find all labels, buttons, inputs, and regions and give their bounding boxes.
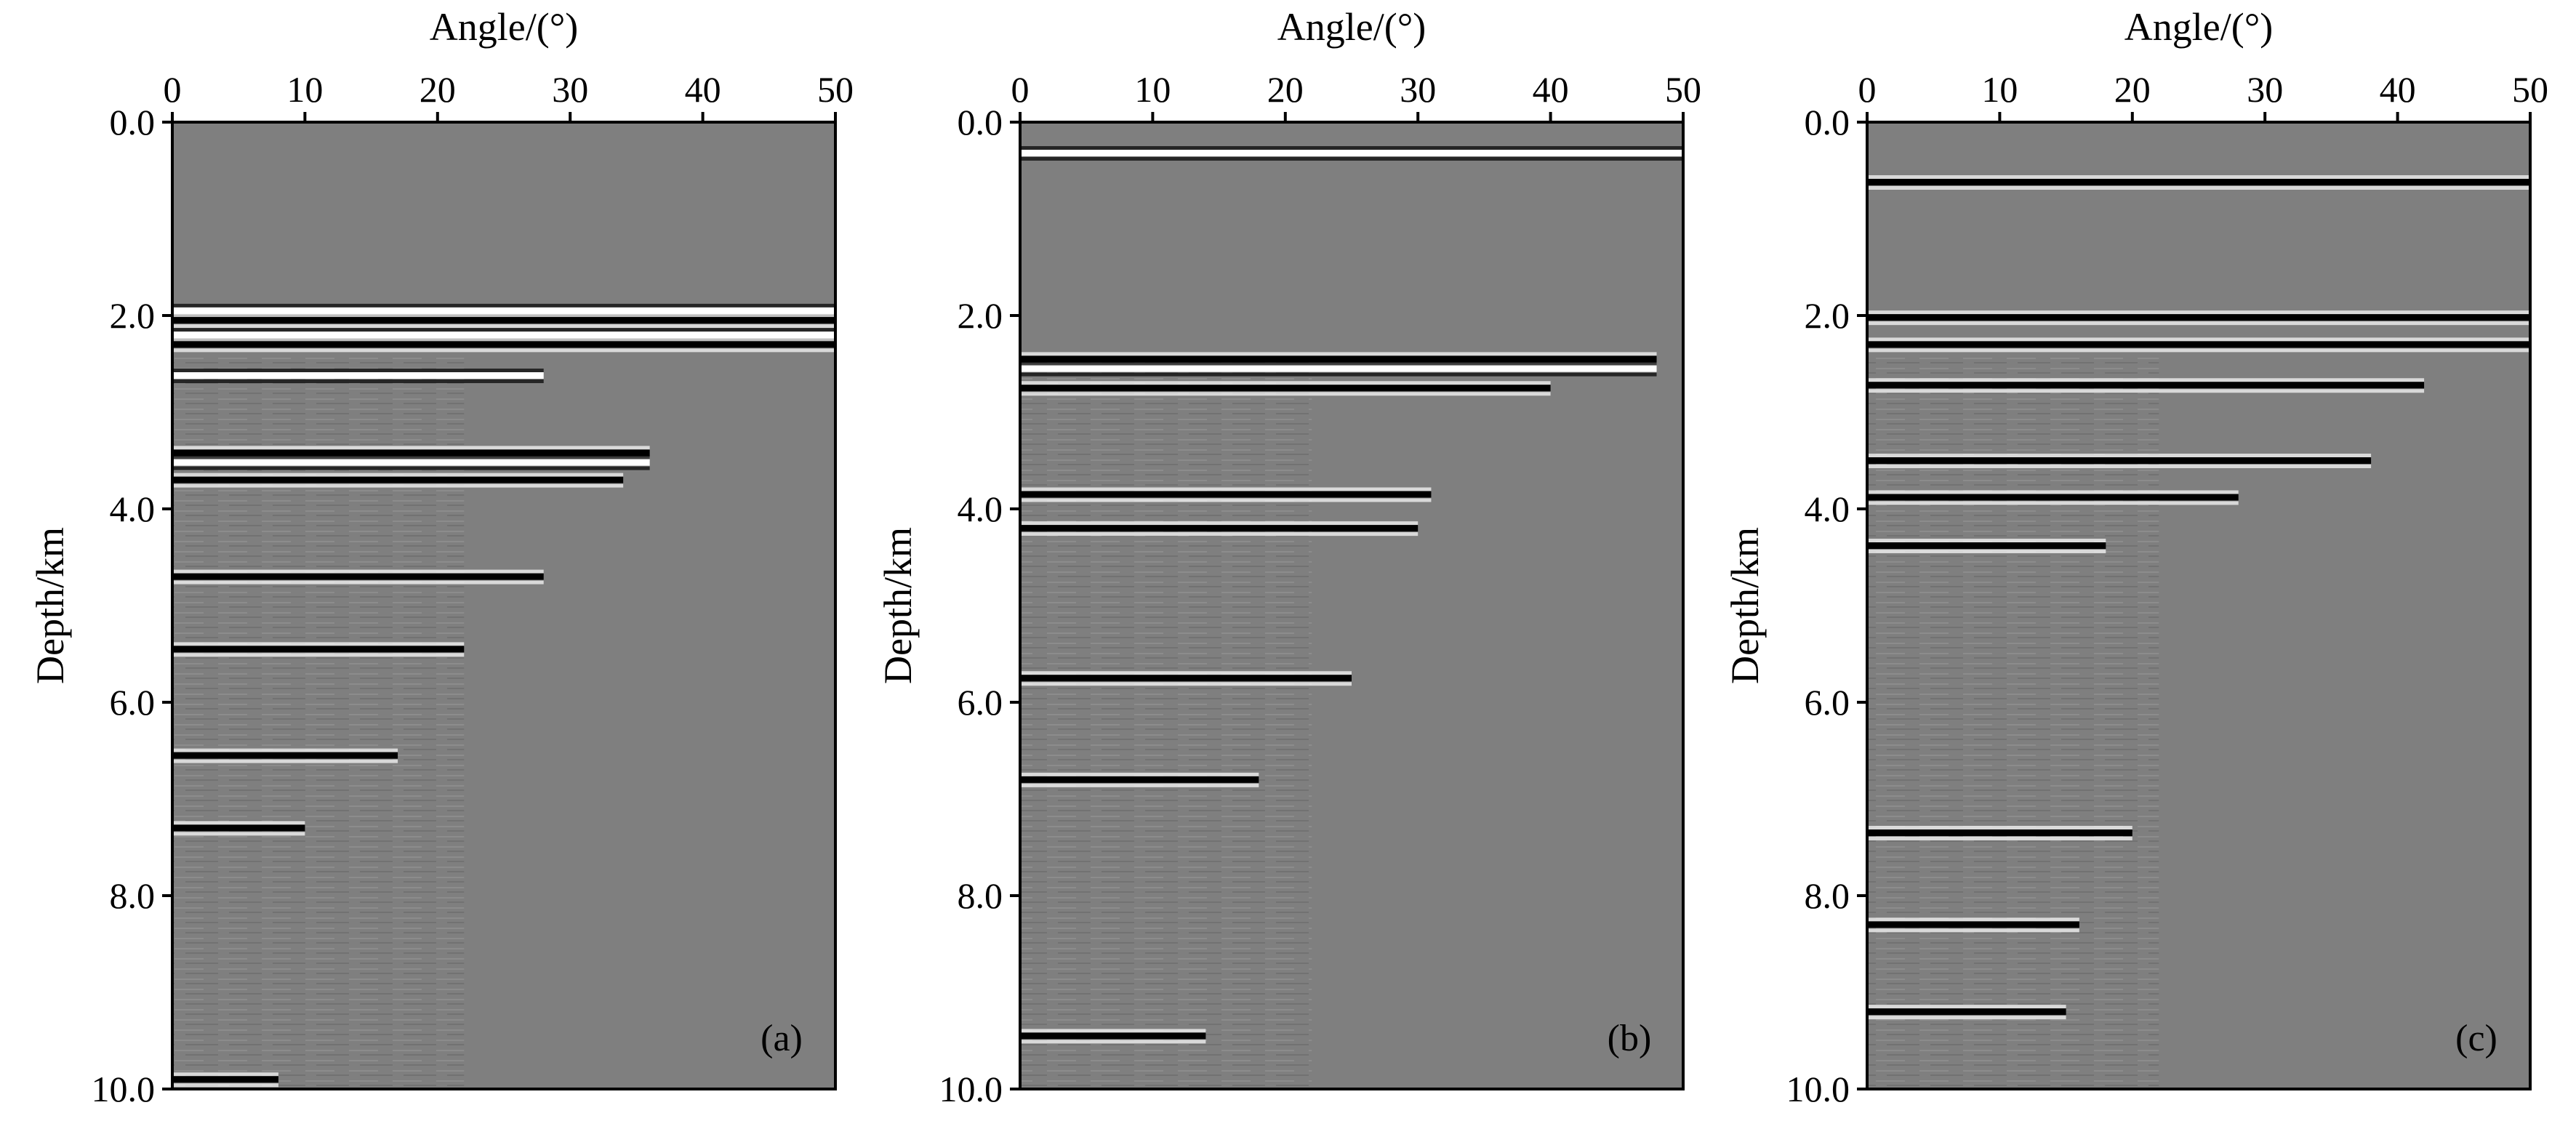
reflector: [1020, 1029, 1206, 1044]
y-tick-label: 4.0: [958, 489, 1003, 529]
reflector: [1020, 381, 1551, 396]
y-tick-label: 0.0: [958, 102, 1003, 142]
x-tick-label: 40: [2380, 69, 2416, 110]
reflector: [172, 368, 544, 383]
y-axis-title: Depth/km: [1723, 527, 1767, 684]
reflector: [1020, 487, 1432, 502]
plot-frame: [171, 121, 837, 1090]
panel-b: 0 10 20 30 40 50 0.0 2.0 4.0 6.0 8.0 10.0 Angle/(°) D…: [876, 5, 1701, 1109]
reflector: [1020, 521, 1419, 537]
reflector: [172, 473, 624, 488]
reflector: [1867, 454, 2372, 468]
plot-frame: [1866, 121, 2532, 1090]
reflector: [1867, 490, 2239, 505]
y-tick-label: 2.0: [110, 295, 156, 336]
plot-frame: [1019, 121, 1685, 1090]
reflector: [1020, 671, 1352, 686]
y-tick-label: 8.0: [958, 875, 1003, 916]
reflector: [172, 642, 465, 657]
x-tick-label: 0: [164, 69, 182, 110]
x-axis-title: Angle/(°): [2124, 5, 2274, 49]
reflector: [1867, 917, 2079, 933]
reflector: [1867, 1005, 2066, 1020]
y-tick-label: 0.0: [110, 102, 156, 142]
y-tick-label: 6.0: [110, 682, 156, 723]
x-tick-label: 50: [2512, 69, 2548, 110]
panel-label: (a): [761, 1018, 803, 1059]
reflector: [1867, 826, 2132, 841]
reflector: [172, 821, 305, 836]
x-tick-label: 20: [2114, 69, 2151, 110]
y-tick-label: 8.0: [1805, 875, 1850, 916]
x-tick-label: 30: [1400, 69, 1436, 110]
y-tick-label: 6.0: [958, 682, 1003, 723]
reflector: [172, 1072, 278, 1088]
y-tick-label: 0.0: [1805, 102, 1850, 142]
reflector: [172, 313, 835, 329]
x-tick-label: 20: [1267, 69, 1304, 110]
x-tick-label: 0: [1858, 69, 1877, 110]
y-axis-title: Depth/km: [28, 527, 72, 684]
reflector: [1867, 174, 2530, 190]
reflector: [1020, 772, 1259, 787]
reflector: [1867, 378, 2425, 393]
x-axis-title: Angle/(°): [1277, 5, 1427, 49]
y-tick-label: 10.0: [92, 1069, 156, 1109]
y-axis-title: Depth/km: [876, 527, 920, 684]
x-tick-label: 30: [2247, 69, 2283, 110]
panel-c: 0 10 20 30 40 50 0.0 2.0 4.0 6.0 8.0 10.0 Angle/(°) D…: [1723, 5, 2548, 1109]
x-tick-label: 50: [1665, 69, 1701, 110]
reflector: [1020, 361, 1657, 377]
x-tick-label: 30: [552, 69, 588, 110]
y-tick-label: 4.0: [1805, 489, 1850, 529]
reflector: [1867, 337, 2530, 353]
reflector: [172, 748, 398, 763]
reflector: [1020, 146, 1683, 161]
noise-texture: [1867, 354, 2159, 1089]
y-tick-label: 8.0: [110, 875, 156, 916]
reflector: [172, 337, 835, 353]
x-tick-label: 10: [1134, 69, 1171, 110]
y-tick-label: 2.0: [1805, 295, 1850, 336]
reflector: [1867, 310, 2530, 326]
x-tick-label: 40: [685, 69, 721, 110]
noise-texture: [1020, 354, 1312, 1089]
x-tick-label: 40: [1533, 69, 1569, 110]
y-tick-label: 4.0: [110, 489, 156, 529]
reflector: [172, 455, 650, 470]
panel-label: (b): [1608, 1018, 1652, 1059]
x-tick-label: 20: [420, 69, 456, 110]
y-tick-label: 10.0: [939, 1069, 1003, 1109]
x-tick-label: 10: [1981, 69, 2018, 110]
panel-label: (c): [2455, 1018, 2497, 1059]
reflector: [1867, 539, 2106, 554]
panel-a: 0 10 20 30 40 50 0.0 2.0 4.0 6.0 8.0 10.0 Angle/(°) D…: [28, 5, 854, 1109]
reflector: [172, 569, 544, 584]
y-tick-label: 2.0: [958, 295, 1003, 336]
x-tick-label: 50: [817, 69, 854, 110]
y-tick-label: 6.0: [1805, 682, 1850, 723]
x-axis-title: Angle/(°): [430, 5, 579, 49]
x-tick-label: 0: [1011, 69, 1030, 110]
y-tick-label: 10.0: [1786, 1069, 1850, 1109]
x-tick-label: 10: [286, 69, 323, 110]
